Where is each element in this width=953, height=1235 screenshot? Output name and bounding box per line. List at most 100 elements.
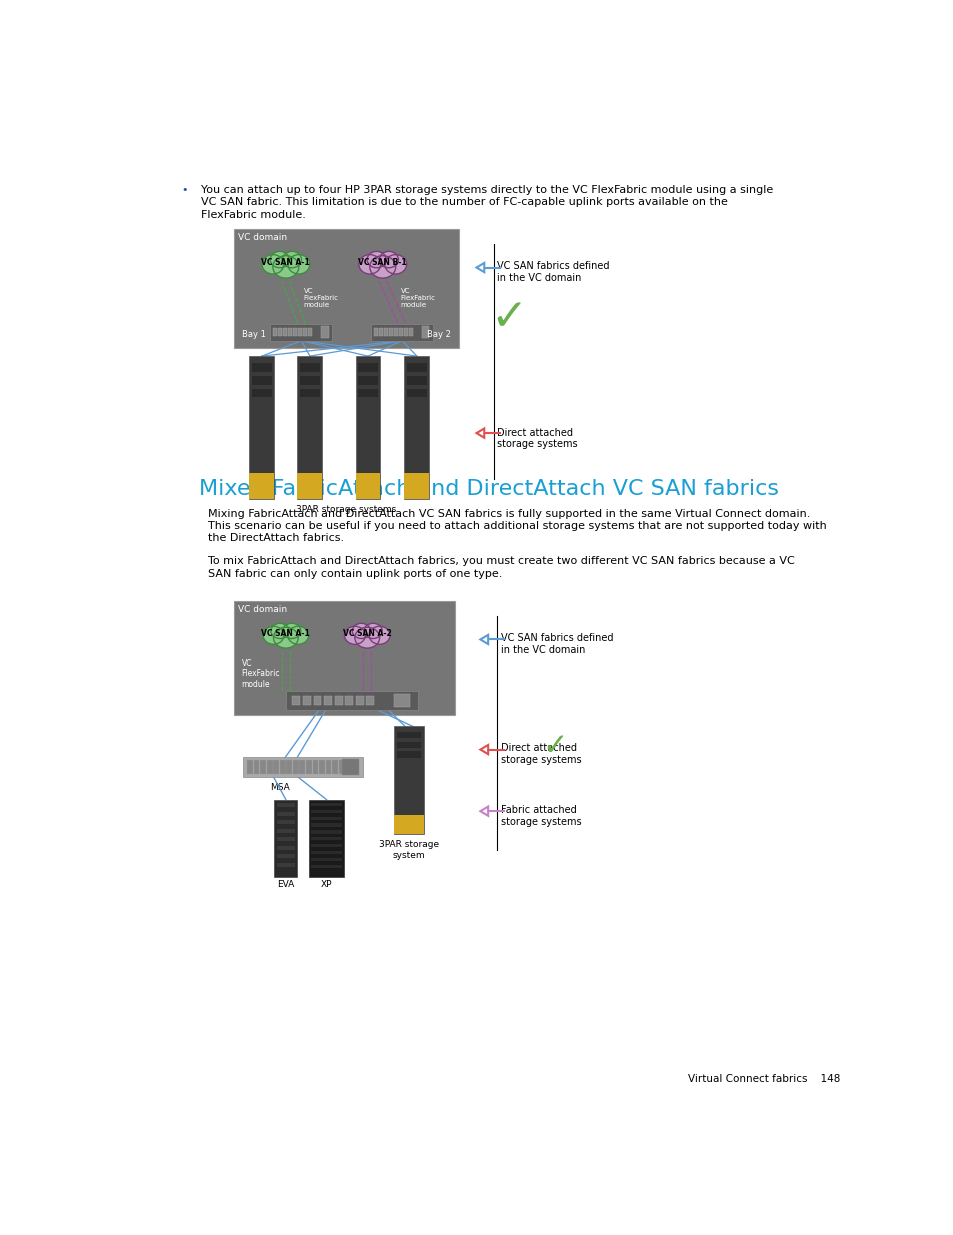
Bar [276,811,294,816]
Bar [243,757,363,777]
Bar [252,389,272,398]
Bar [394,726,423,835]
Polygon shape [480,635,488,645]
Bar [311,803,342,805]
Bar [311,858,342,861]
Bar [293,761,298,773]
Bar [311,830,342,834]
Bar [332,761,337,773]
Text: VC domain: VC domain [237,233,287,242]
Bar [313,761,318,773]
Bar [345,761,351,773]
Ellipse shape [282,624,300,638]
Bar [357,389,377,398]
Bar [306,761,312,773]
Ellipse shape [263,626,284,645]
Bar [314,695,321,705]
Bar [233,228,458,348]
Bar [378,329,382,336]
Bar [409,329,413,336]
Bar [260,761,266,773]
Bar [357,375,377,384]
Text: VC SAN fabrics defined
in the VC domain: VC SAN fabrics defined in the VC domain [500,634,613,655]
Text: VC SAN fabric. This limitation is due to the number of FC-capable uplink ports a: VC SAN fabric. This limitation is due to… [200,198,727,207]
Text: Fabric attached
storage systems: Fabric attached storage systems [500,805,581,826]
Bar [253,761,259,773]
Bar [249,356,274,499]
Bar [325,761,331,773]
Bar [276,837,294,841]
Bar [286,761,292,773]
Ellipse shape [355,627,379,648]
Text: Bay 2: Bay 2 [427,330,451,340]
Bar [278,329,282,336]
Text: ✓: ✓ [542,732,568,761]
Bar [404,473,429,499]
Text: VC
FlexFabric
module: VC FlexFabric module [241,658,280,688]
Bar [270,324,332,341]
Bar [247,761,253,773]
Bar [276,804,294,808]
Bar [366,695,374,705]
Text: VC SAN A-2: VC SAN A-2 [342,629,392,637]
Bar [252,375,272,384]
Text: Mixed FabricAttach and DirectAttach VC SAN fabrics: Mixed FabricAttach and DirectAttach VC S… [199,479,779,499]
Ellipse shape [379,252,398,268]
Bar [274,329,277,336]
Bar [341,760,358,774]
Text: VC domain: VC domain [237,605,287,614]
Bar [283,329,287,336]
Bar [286,692,417,710]
Bar [297,473,322,499]
Bar [374,329,377,336]
Polygon shape [480,745,488,755]
Bar [407,375,426,384]
Bar [396,732,420,739]
Bar [274,799,297,877]
Text: Virtual Connect fabrics    148: Virtual Connect fabrics 148 [687,1073,840,1084]
Text: Direct attached
storage systems: Direct attached storage systems [497,427,578,450]
Bar [398,329,402,336]
Bar [298,329,302,336]
Text: Bay 1: Bay 1 [241,330,265,340]
Polygon shape [476,429,484,437]
Text: VC
FlexFabric
module: VC FlexFabric module [400,288,436,309]
Text: VC SAN A-1: VC SAN A-1 [261,629,310,637]
Bar [299,761,305,773]
Bar [276,863,294,867]
Bar [309,799,344,877]
Bar [276,820,294,824]
Bar [394,815,423,835]
Bar [311,851,342,855]
Bar [303,695,311,705]
Polygon shape [480,806,488,816]
Bar [384,329,388,336]
Ellipse shape [369,626,390,645]
Text: MSA: MSA [270,783,290,792]
Bar [299,389,319,398]
Bar [279,761,285,773]
Bar [355,695,363,705]
Bar [233,601,455,715]
Ellipse shape [384,254,406,274]
Bar [421,326,429,338]
Bar [357,363,377,372]
Bar [394,329,397,336]
Ellipse shape [274,627,298,648]
Bar [396,741,420,748]
Bar [345,695,353,705]
Bar [371,324,433,341]
Bar [249,473,274,499]
Bar [396,751,420,758]
Ellipse shape [282,252,301,268]
Text: Direct attached
storage systems: Direct attached storage systems [500,743,581,764]
Ellipse shape [273,256,298,278]
Bar [338,761,344,773]
Bar [311,864,342,868]
Ellipse shape [370,256,395,278]
Bar [299,375,319,384]
Text: VC SAN fabrics defined
in the VC domain: VC SAN fabrics defined in the VC domain [497,262,609,283]
Bar [311,845,342,847]
Bar [407,389,426,398]
Text: the DirectAttach fabrics.: the DirectAttach fabrics. [208,534,344,543]
